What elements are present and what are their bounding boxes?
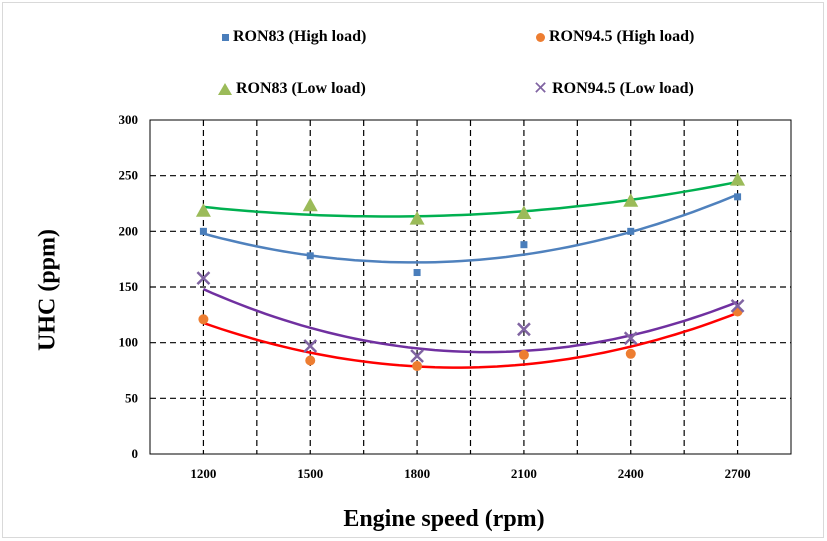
y-axis-title: UHC (ppm) [35,229,62,351]
x-tick-label: 1500 [297,466,323,481]
data-point-series-2 [410,211,425,225]
x-axis-title: Engine speed (rpm) [343,506,544,533]
x-tick-label: 2100 [511,466,537,481]
data-point-series-0 [627,228,634,235]
data-point-series-1 [519,350,529,360]
data-point-series-0 [414,269,421,276]
data-point-series-1 [305,355,315,365]
data-point-series-1 [626,349,636,359]
x-tick-label: 2400 [618,466,644,481]
y-tick-label: 100 [119,335,139,350]
data-point-series-1 [198,314,208,324]
y-tick-label: 250 [119,168,139,183]
x-tick-label: 2700 [725,466,751,481]
data-point-series-0 [307,252,314,259]
x-tick-label: 1200 [190,466,216,481]
data-point-series-2 [303,198,318,212]
y-tick-label: 200 [119,223,139,238]
data-point-series-2 [196,203,211,217]
y-tick-label: 50 [125,390,138,405]
data-point-series-0 [200,228,207,235]
data-point-series-0 [520,241,527,248]
data-point-series-2 [730,172,745,186]
y-tick-label: 0 [132,446,139,461]
x-tick-label: 1800 [404,466,430,481]
y-tick-label: 300 [119,112,139,127]
data-point-series-1 [412,361,422,371]
data-point-series-0 [734,193,741,200]
y-tick-label: 150 [119,279,139,294]
